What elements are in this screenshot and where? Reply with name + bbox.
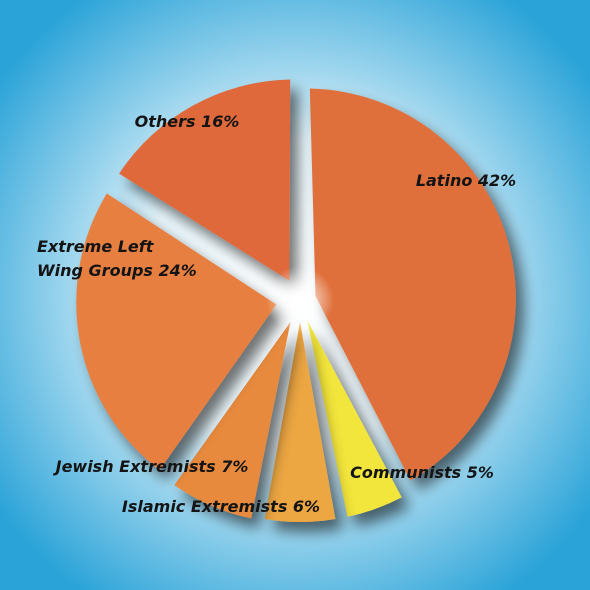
pie-slice [307,320,402,517]
pie-slice [76,193,277,471]
pie-slice [119,79,291,281]
slice-label: Latino 42% [416,171,516,190]
slice-label: Others 16% [135,112,240,131]
pie-labels: Latino 42% Communists 5% Islamic Extremist… [37,112,516,516]
slice-label: Communists 5% [350,463,494,482]
pie-slice [309,88,516,481]
slice-label: Jewish Extremists 7% [53,457,249,476]
pie-slice [174,322,291,519]
pie-slices [76,79,516,522]
pie-slice [264,322,336,522]
center-glow [266,266,334,334]
slice-label: Islamic Extremists 6% [122,497,320,516]
slice-label: Extreme Left Wing Groups 24% [37,237,197,280]
